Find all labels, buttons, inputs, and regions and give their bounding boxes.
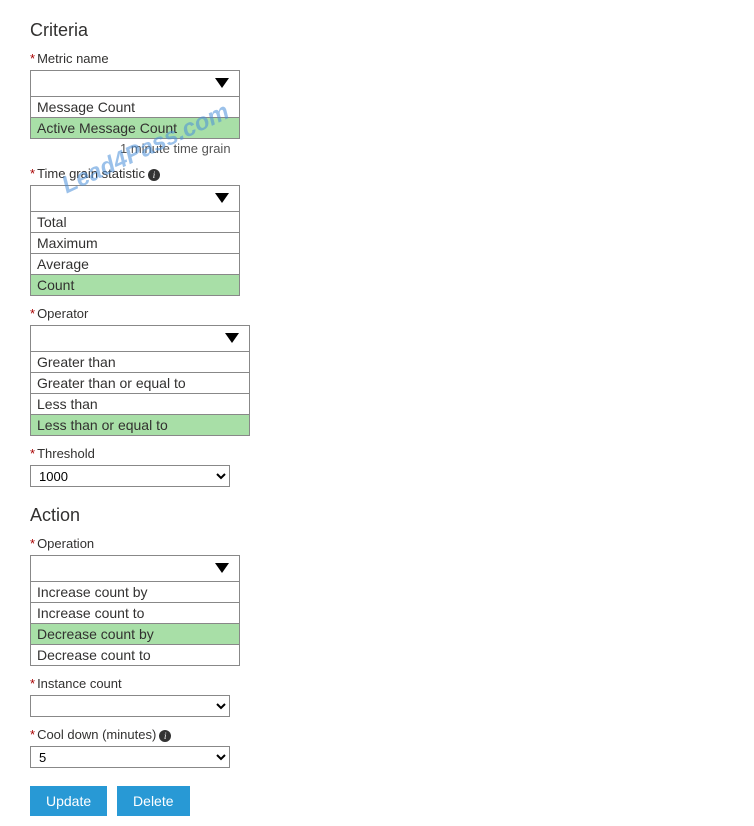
dropdown-options: TotalMaximumAverageCount [31,212,239,295]
dropdown-header[interactable] [31,326,249,352]
update-button[interactable]: Update [30,786,107,816]
operation-dropdown[interactable]: Increase count byIncrease count toDecrea… [30,555,240,666]
instance-count-label: *Instance count [30,676,724,691]
metric-name-helper: 1 minute time grain [120,141,724,156]
chevron-down-icon [215,78,229,88]
dropdown-header[interactable] [31,71,239,97]
chevron-down-icon [225,333,239,343]
time-grain-statistic-dropdown[interactable]: TotalMaximumAverageCount [30,185,240,296]
dropdown-option[interactable]: Decrease count by [31,623,239,644]
dropdown-option[interactable]: Message Count [31,97,239,117]
info-icon[interactable]: i [148,169,160,181]
dropdown-options: Increase count byIncrease count toDecrea… [31,582,239,665]
dropdown-option[interactable]: Increase count to [31,602,239,623]
dropdown-option[interactable]: Decrease count to [31,644,239,665]
action-heading: Action [30,505,724,526]
required-asterisk: * [30,536,35,551]
dropdown-option[interactable]: Average [31,253,239,274]
required-asterisk: * [30,727,35,742]
delete-button[interactable]: Delete [117,786,189,816]
dropdown-option[interactable]: Greater than [31,352,249,372]
dropdown-option[interactable]: Less than or equal to [31,414,249,435]
button-row: Update Delete [30,786,724,816]
criteria-heading: Criteria [30,20,724,41]
dropdown-header[interactable] [31,556,239,582]
operator-dropdown[interactable]: Greater thanGreater than or equal toLess… [30,325,250,436]
dropdown-option[interactable]: Active Message Count [31,117,239,138]
instance-count-select[interactable] [30,695,230,717]
metric-name-dropdown[interactable]: Message CountActive Message Count [30,70,240,139]
dropdown-header[interactable] [31,186,239,212]
time-grain-statistic-label: *Time grain statistici [30,166,724,181]
dropdown-options: Greater thanGreater than or equal toLess… [31,352,249,435]
dropdown-option[interactable]: Count [31,274,239,295]
chevron-down-icon [215,193,229,203]
threshold-select[interactable]: 1000 [30,465,230,487]
dropdown-option[interactable]: Less than [31,393,249,414]
info-icon[interactable]: i [159,730,171,742]
chevron-down-icon [215,563,229,573]
operation-label: *Operation [30,536,724,551]
required-asterisk: * [30,306,35,321]
cool-down-select[interactable]: 5 [30,746,230,768]
operator-label: *Operator [30,306,724,321]
threshold-label: *Threshold [30,446,724,461]
required-asterisk: * [30,166,35,181]
required-asterisk: * [30,51,35,66]
dropdown-option[interactable]: Increase count by [31,582,239,602]
dropdown-option[interactable]: Maximum [31,232,239,253]
cool-down-label: *Cool down (minutes)i [30,727,724,742]
required-asterisk: * [30,446,35,461]
metric-name-label: *Metric name [30,51,724,66]
dropdown-option[interactable]: Total [31,212,239,232]
required-asterisk: * [30,676,35,691]
dropdown-options: Message CountActive Message Count [31,97,239,138]
dropdown-option[interactable]: Greater than or equal to [31,372,249,393]
